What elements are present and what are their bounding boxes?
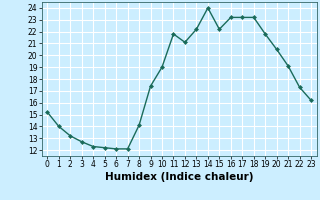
X-axis label: Humidex (Indice chaleur): Humidex (Indice chaleur) (105, 172, 253, 182)
